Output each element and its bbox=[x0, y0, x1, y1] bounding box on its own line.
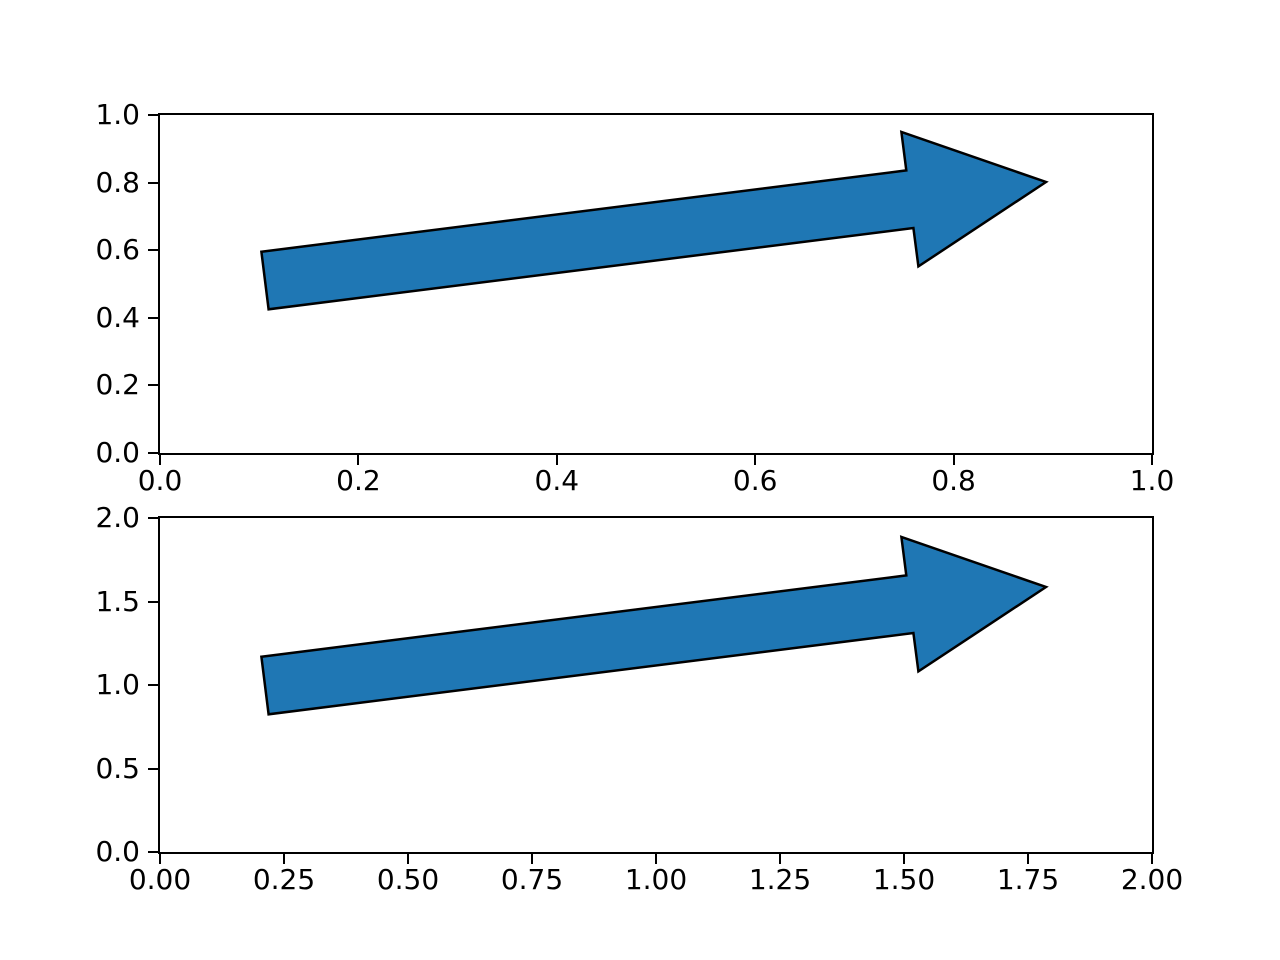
x-tick bbox=[655, 854, 657, 864]
y-tick bbox=[148, 684, 158, 686]
x-tick-label: 1.75 bbox=[996, 863, 1060, 896]
y-tick bbox=[148, 452, 158, 454]
x-tick-label: 0.6 bbox=[732, 464, 778, 497]
y-tick-label: 0.6 bbox=[95, 233, 140, 267]
subplot-top-axes: 0.0 0.2 0.4 0.6 0.8 1.0 0.0 0.2 0.4 0.6 0.8 1.0 bbox=[95, 98, 1174, 496]
y-tick bbox=[148, 384, 158, 387]
y-tick bbox=[148, 851, 158, 853]
y-tick-label: 0.4 bbox=[95, 300, 140, 334]
y-tick-label: 2.0 bbox=[95, 500, 140, 534]
x-tick bbox=[1151, 854, 1153, 864]
x-tick bbox=[283, 854, 285, 864]
y-tick-label: 1.0 bbox=[95, 667, 140, 701]
y-tick bbox=[148, 181, 158, 184]
y-tick bbox=[148, 517, 158, 519]
x-tick-label: 1.25 bbox=[748, 863, 812, 896]
x-tick-label: 1.50 bbox=[872, 863, 936, 896]
x-tick bbox=[952, 455, 955, 465]
subplot-bottom-axes: 0.00 0.25 0.50 0.75 1.00 1.25 1.50 1.75 2.00 0.0 0… bbox=[95, 501, 1183, 895]
x-tick-label: 0.75 bbox=[500, 863, 564, 896]
x-tick bbox=[555, 455, 558, 465]
y-tick-label: 0.0 bbox=[95, 435, 140, 469]
y-tick bbox=[148, 114, 158, 116]
x-tick-label: 0.8 bbox=[931, 464, 976, 497]
arrow-top bbox=[260, 130, 1049, 311]
y-tick bbox=[148, 767, 158, 770]
x-tick-label: 0.25 bbox=[252, 863, 316, 896]
x-tick-label: 0.50 bbox=[376, 863, 440, 896]
x-tick bbox=[754, 455, 757, 465]
x-tick bbox=[1027, 854, 1029, 864]
y-tick-label: 0.5 bbox=[95, 751, 140, 785]
x-tick bbox=[1151, 455, 1153, 465]
arrow-bottom-polygon bbox=[260, 535, 1049, 716]
x-tick bbox=[407, 854, 409, 864]
x-tick-label: 0.4 bbox=[534, 464, 580, 497]
x-tick bbox=[779, 854, 781, 864]
y-tick-label: 0.2 bbox=[95, 368, 140, 402]
x-tick-label: 0.00 bbox=[128, 863, 192, 896]
y-tick bbox=[148, 600, 158, 603]
y-tick-label: 0.8 bbox=[95, 165, 140, 199]
y-tick-label: 0.0 bbox=[95, 834, 140, 868]
y-tick-label: 1.5 bbox=[95, 584, 140, 618]
x-tick-label: 2.00 bbox=[1120, 863, 1184, 896]
x-tick bbox=[903, 854, 905, 864]
y-tick bbox=[148, 316, 158, 319]
x-tick bbox=[159, 455, 161, 465]
arrow-bottom bbox=[260, 535, 1049, 716]
x-tick-label: 0.2 bbox=[336, 464, 381, 497]
y-tick bbox=[148, 249, 158, 252]
x-tick bbox=[159, 854, 161, 864]
x-tick bbox=[531, 854, 533, 864]
x-tick bbox=[357, 455, 360, 465]
y-tick-label: 1.0 bbox=[95, 97, 140, 131]
x-tick-label: 1.00 bbox=[624, 863, 688, 896]
x-tick-label: 0.0 bbox=[137, 464, 183, 497]
x-tick-label: 1.0 bbox=[1129, 464, 1175, 497]
arrow-top-polygon bbox=[260, 130, 1049, 311]
